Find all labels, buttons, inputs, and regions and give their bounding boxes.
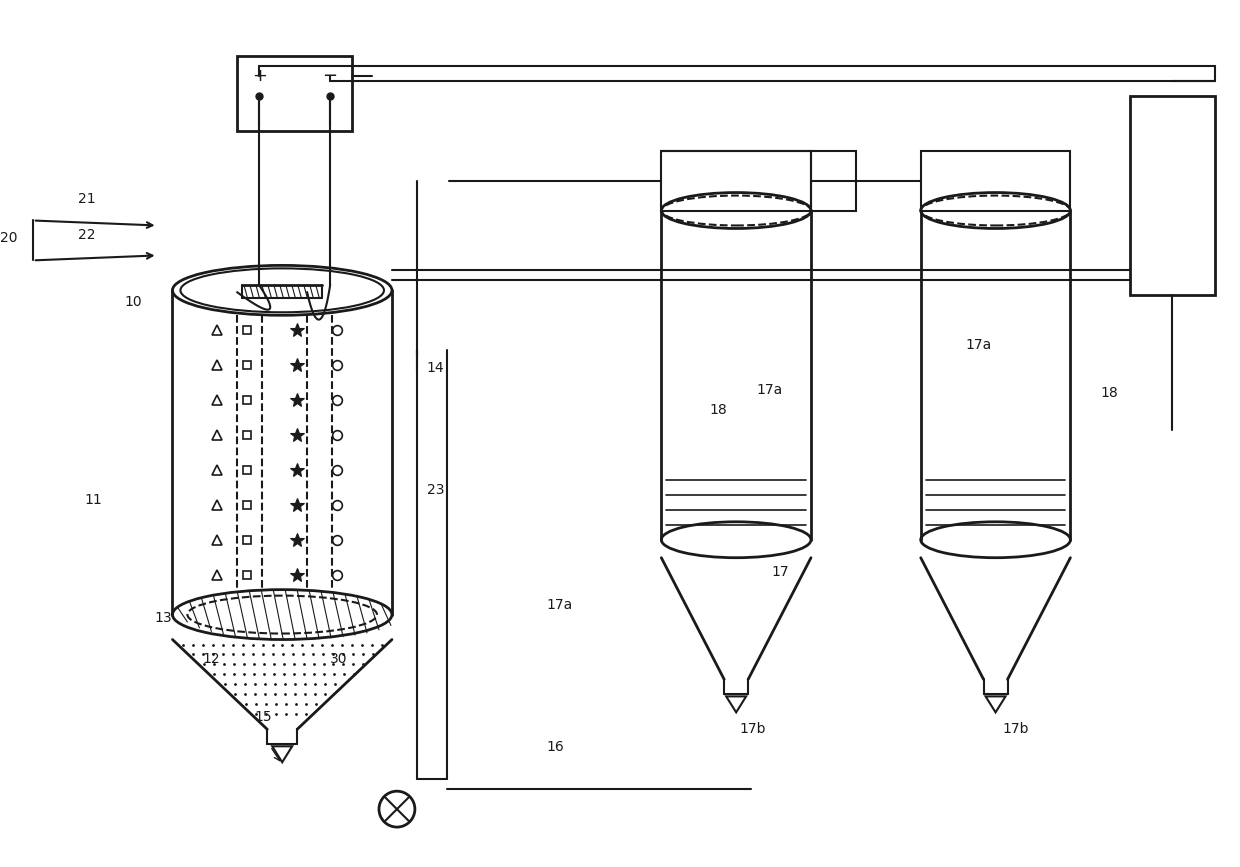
Text: 17b: 17b xyxy=(1003,722,1029,736)
Text: 17a: 17a xyxy=(756,383,782,397)
Text: 16: 16 xyxy=(547,740,564,754)
Text: 20: 20 xyxy=(0,231,17,245)
Text: 15: 15 xyxy=(254,710,272,724)
Text: 23: 23 xyxy=(427,483,444,497)
Polygon shape xyxy=(727,696,746,713)
Text: 12: 12 xyxy=(202,653,221,667)
Bar xyxy=(237,55,352,131)
Text: 17a: 17a xyxy=(966,338,992,352)
Text: 11: 11 xyxy=(84,492,103,507)
Text: 30: 30 xyxy=(330,653,347,667)
Bar xyxy=(921,151,1070,211)
Bar xyxy=(661,151,811,211)
Text: 18: 18 xyxy=(709,403,727,417)
Text: 17a: 17a xyxy=(547,597,573,611)
Text: 18: 18 xyxy=(1100,386,1118,400)
Bar xyxy=(811,151,856,211)
Text: +: + xyxy=(252,67,267,85)
Text: 17: 17 xyxy=(771,564,789,578)
Text: −: − xyxy=(322,67,337,85)
Text: 22: 22 xyxy=(78,229,95,243)
Text: 13: 13 xyxy=(155,610,172,624)
Text: 14: 14 xyxy=(427,362,444,375)
Text: 21: 21 xyxy=(78,192,95,205)
Polygon shape xyxy=(986,696,1006,713)
Polygon shape xyxy=(273,746,293,762)
Circle shape xyxy=(379,792,415,827)
Bar xyxy=(1130,95,1215,296)
Text: 10: 10 xyxy=(125,296,143,310)
Text: 17b: 17b xyxy=(739,722,765,736)
